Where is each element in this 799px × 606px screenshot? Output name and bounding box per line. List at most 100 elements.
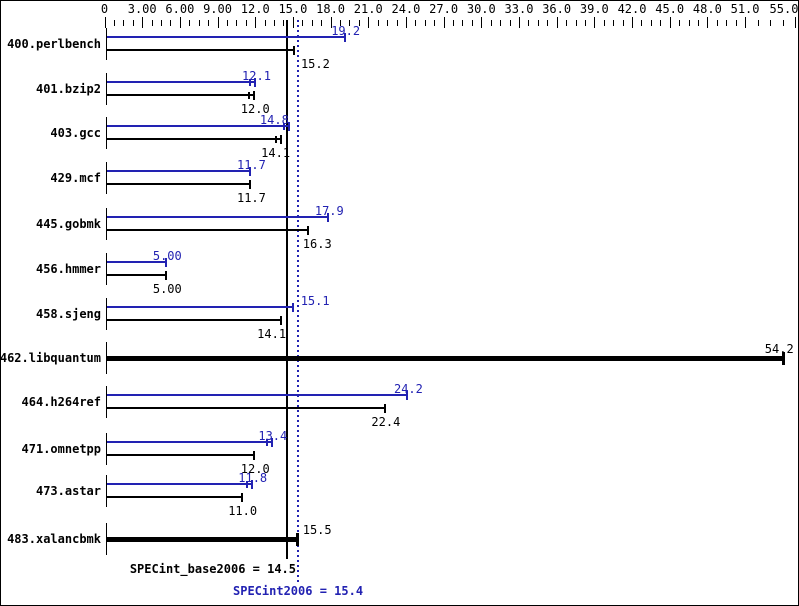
x-axis-minor-tick: [547, 20, 548, 26]
peak-value-label: 14.8: [259, 113, 289, 127]
benchmark-label: 462.libquantum: [0, 351, 101, 365]
x-axis-minor-tick: [302, 20, 303, 26]
x-axis-major-tick: [444, 17, 445, 28]
row-axis-bracket: [106, 433, 107, 465]
x-axis-major-tick: [632, 17, 633, 28]
x-axis-minor-tick: [585, 20, 586, 26]
x-axis-tick-label: 45.0: [655, 2, 685, 16]
x-axis-minor-tick: [283, 20, 284, 26]
x-axis-minor-tick: [208, 20, 209, 26]
x-axis-minor-tick: [528, 20, 529, 26]
benchmark-label: 473.astar: [35, 484, 101, 498]
x-axis-minor-tick: [227, 20, 228, 26]
row-axis-bracket: [106, 253, 107, 285]
x-axis-tick-label: 21.0: [353, 2, 383, 16]
benchmark-label: 403.gcc: [50, 126, 101, 140]
x-axis-minor-tick: [199, 20, 200, 26]
x-axis-minor-tick: [604, 20, 605, 26]
base-mean-line: [286, 20, 288, 559]
base-bar: [107, 183, 252, 185]
x-axis-major-tick: [293, 17, 294, 28]
peak-bar-end-cap: [254, 78, 257, 87]
row-axis-bracket: [106, 28, 107, 60]
row-axis-bracket: [106, 475, 107, 507]
x-axis-minor-tick: [321, 20, 322, 26]
x-axis-minor-tick: [566, 20, 567, 26]
peak-bar-end-cap: [406, 391, 409, 400]
x-axis-minor-tick: [576, 20, 577, 26]
x-axis-tick-label: 18.0: [316, 2, 346, 16]
peak-value-label: 5.00: [152, 249, 182, 263]
x-axis-major-tick: [795, 17, 796, 28]
base-value-label: 5.00: [152, 282, 182, 296]
row-axis-bracket: [106, 523, 107, 555]
combined-bar-end-cap: [296, 533, 300, 546]
x-axis-major-tick: [105, 17, 106, 28]
x-axis-minor-tick: [726, 20, 727, 26]
benchmark-label: 400.perlbench: [7, 37, 101, 51]
x-axis-major-tick: [707, 17, 708, 28]
x-axis-minor-tick: [660, 20, 661, 26]
row-axis-bracket: [106, 208, 107, 240]
peak-bar-end-cap: [343, 33, 346, 42]
x-axis-major-tick: [142, 17, 143, 28]
peak-bar: [107, 81, 257, 83]
x-axis-minor-tick: [236, 20, 237, 26]
x-axis-tick-label: 42.0: [617, 2, 647, 16]
row-axis-bracket: [106, 342, 107, 374]
x-axis-minor-tick: [689, 20, 690, 26]
base-value-label: 12.0: [240, 462, 270, 476]
peak-bar: [107, 261, 168, 263]
x-axis-minor-tick: [123, 20, 124, 26]
base-value-label: 15.2: [300, 57, 330, 71]
peak-value-label: 19.2: [331, 24, 361, 38]
benchmark-label: 464.h264ref: [21, 395, 101, 409]
x-axis-major-tick: [255, 17, 256, 28]
base-bar: [107, 454, 256, 456]
x-axis-minor-tick: [387, 20, 388, 26]
x-axis-minor-tick: [189, 20, 190, 26]
x-axis-major-tick: [481, 17, 482, 28]
x-axis-minor-tick: [415, 20, 416, 26]
x-axis-minor-tick: [679, 20, 680, 26]
x-axis-tick-label: 36.0: [542, 2, 572, 16]
base-bar: [107, 319, 282, 321]
base-bar-end-cap: [165, 271, 168, 280]
combined-bar: [107, 537, 300, 542]
base-bar-end-cap: [240, 493, 243, 502]
peak-bar: [107, 441, 273, 443]
row-axis-bracket: [106, 298, 107, 330]
x-axis-major-tick: [368, 17, 369, 28]
base-bar-end-cap: [279, 316, 282, 325]
base-bar-end-cap: [383, 404, 386, 413]
peak-value-label: 13.4: [258, 429, 288, 443]
x-axis-minor-tick: [758, 20, 759, 26]
peak-bar-end-cap: [270, 438, 273, 447]
base-value-label: 11.7: [236, 191, 266, 205]
x-axis-minor-tick: [538, 20, 539, 26]
row-axis-bracket: [106, 386, 107, 418]
x-axis-major-tick: [557, 17, 558, 28]
x-axis-major-tick: [406, 17, 407, 28]
x-axis-minor-tick: [510, 20, 511, 26]
base-value-label: 12.0: [240, 102, 270, 116]
peak-value-label: 24.2: [393, 382, 423, 396]
x-axis-minor-tick: [349, 20, 350, 26]
base-bar: [107, 407, 386, 409]
base-bar-end-cap: [253, 91, 256, 100]
x-axis-minor-tick: [770, 20, 771, 26]
x-axis-minor-tick: [736, 20, 737, 26]
x-axis-major-tick: [519, 17, 520, 28]
x-axis-major-tick: [331, 17, 332, 28]
peak-bar-end-cap: [288, 122, 291, 131]
peak-bar-end-cap: [327, 213, 330, 222]
benchmark-label: 401.bzip2: [35, 82, 101, 96]
x-axis-minor-tick: [359, 20, 360, 26]
base-value-label: 16.3: [302, 237, 332, 251]
x-axis-tick-label: 6.00: [165, 2, 195, 16]
base-bar: [107, 94, 256, 96]
x-axis-minor-tick: [114, 20, 115, 26]
base-bar-run-tick: [274, 136, 277, 143]
peak-value-label: 11.7: [236, 158, 266, 172]
